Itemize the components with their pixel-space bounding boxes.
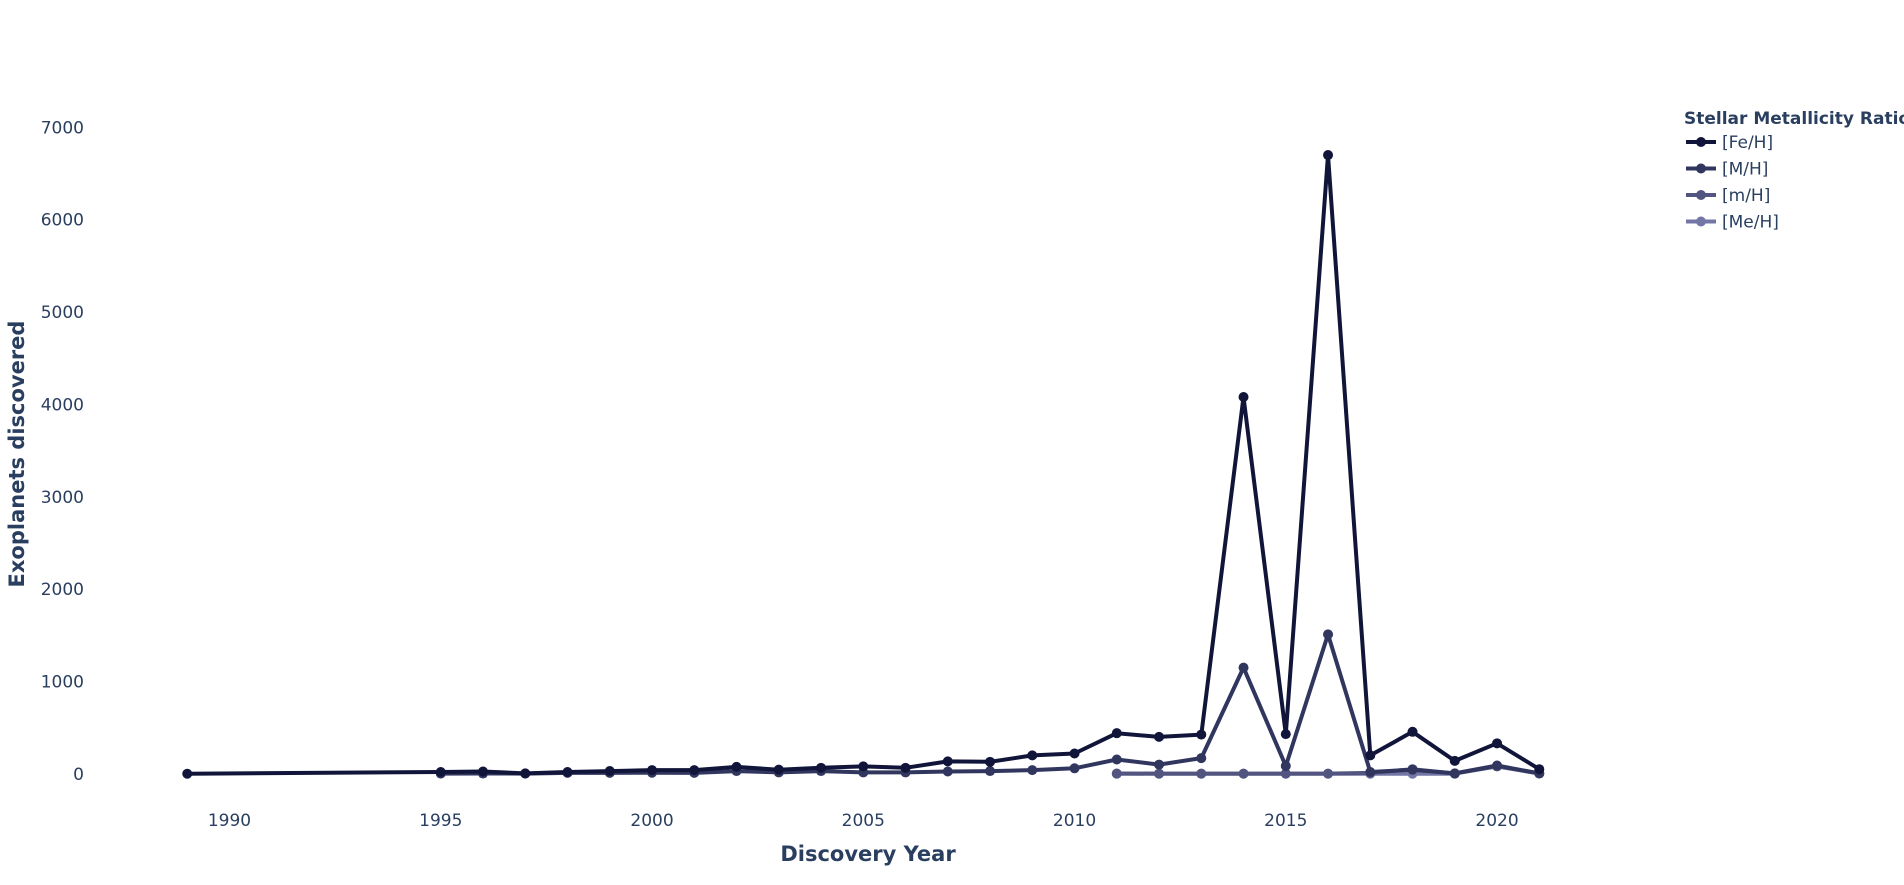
- y-tick-label: 6000: [41, 211, 84, 231]
- legend-item[interactable]: [M/H]: [1686, 160, 1768, 180]
- data-point[interactable]: [1111, 728, 1122, 739]
- data-point[interactable]: [1534, 764, 1545, 775]
- data-point[interactable]: [435, 766, 446, 777]
- data-point[interactable]: [985, 756, 996, 767]
- legend-label: [Me/H]: [1722, 213, 1779, 233]
- data-point[interactable]: [1492, 760, 1503, 771]
- y-tick-label: 2000: [41, 580, 84, 600]
- data-point[interactable]: [773, 764, 784, 775]
- y-axis-title: Exoplanets discovered: [5, 321, 29, 588]
- x-tick-label: 2000: [630, 811, 673, 831]
- legend-item[interactable]: [Fe/H]: [1686, 133, 1773, 153]
- data-point[interactable]: [1238, 768, 1249, 779]
- data-point[interactable]: [1154, 768, 1165, 779]
- data-point[interactable]: [1365, 750, 1376, 761]
- data-point[interactable]: [1238, 662, 1249, 673]
- x-axis-title: Discovery Year: [780, 842, 956, 866]
- legend-label: [Fe/H]: [1722, 133, 1773, 153]
- x-tick-label: 2010: [1053, 811, 1096, 831]
- x-tick-label: 2005: [842, 811, 885, 831]
- x-tick-label: 1990: [208, 811, 251, 831]
- y-tick-label: 4000: [41, 395, 84, 415]
- data-point[interactable]: [1492, 738, 1503, 749]
- data-point[interactable]: [182, 768, 193, 779]
- data-point[interactable]: [1407, 726, 1418, 737]
- y-tick-label: 7000: [41, 118, 84, 138]
- legend-item[interactable]: [m/H]: [1686, 186, 1770, 206]
- data-point[interactable]: [1323, 629, 1334, 640]
- series-0: [182, 150, 1545, 779]
- data-point[interactable]: [900, 762, 911, 773]
- data-point[interactable]: [1365, 766, 1376, 777]
- series-1: [435, 629, 1545, 779]
- data-point[interactable]: [1069, 763, 1080, 774]
- legend-swatch-marker: [1696, 137, 1706, 147]
- data-point[interactable]: [1196, 753, 1207, 764]
- y-axis-ticks: 0 1000 2000 3000 4000 5000 6000 7000: [41, 118, 84, 784]
- legend-title: Stellar Metallicity Ratio: [1684, 109, 1904, 129]
- y-tick-label: 0: [73, 765, 84, 785]
- data-point[interactable]: [1154, 731, 1165, 742]
- y-tick-label: 3000: [41, 488, 84, 508]
- data-point[interactable]: [1027, 750, 1038, 761]
- data-point[interactable]: [1280, 729, 1291, 740]
- data-point[interactable]: [604, 766, 615, 777]
- data-point[interactable]: [1196, 768, 1207, 779]
- legend[interactable]: Stellar Metallicity Ratio [Fe/H] [M/H] [m/…: [1684, 109, 1904, 233]
- data-point[interactable]: [647, 765, 658, 776]
- legend-label: [m/H]: [1722, 186, 1770, 206]
- legend-label: [M/H]: [1722, 160, 1768, 180]
- x-tick-label: 2015: [1264, 811, 1307, 831]
- data-point[interactable]: [1280, 768, 1291, 779]
- data-point[interactable]: [1111, 768, 1122, 779]
- data-point[interactable]: [1407, 764, 1418, 775]
- legend-swatch-marker: [1696, 163, 1706, 174]
- data-point[interactable]: [1111, 754, 1122, 765]
- series-line: [185, 153, 1542, 776]
- data-point[interactable]: [1069, 748, 1080, 759]
- data-point[interactable]: [1027, 765, 1038, 776]
- data-point[interactable]: [1449, 768, 1460, 779]
- legend-swatch-marker: [1696, 190, 1706, 200]
- legend-swatch-marker: [1696, 216, 1706, 227]
- data-point[interactable]: [1154, 759, 1165, 770]
- x-tick-label: 2020: [1475, 811, 1518, 831]
- data-point[interactable]: [858, 761, 869, 772]
- data-point[interactable]: [1449, 755, 1460, 766]
- x-tick-label: 1995: [419, 811, 462, 831]
- data-point[interactable]: [985, 766, 996, 777]
- data-point[interactable]: [1280, 760, 1291, 771]
- data-point[interactable]: [1196, 729, 1207, 740]
- data-point[interactable]: [731, 761, 742, 772]
- data-point[interactable]: [942, 756, 953, 767]
- data-point[interactable]: [520, 768, 531, 779]
- x-axis-ticks: 1990 1995 2000 2005 2010 2015 2020: [208, 811, 1519, 831]
- data-point[interactable]: [1323, 150, 1334, 161]
- plot-area: [182, 150, 1545, 779]
- data-point[interactable]: [1238, 392, 1249, 403]
- legend-item[interactable]: [Me/H]: [1686, 213, 1779, 233]
- data-point[interactable]: [1323, 768, 1334, 779]
- data-point[interactable]: [562, 766, 573, 777]
- data-point[interactable]: [689, 765, 700, 776]
- data-point[interactable]: [816, 762, 827, 773]
- y-tick-label: 5000: [41, 303, 84, 323]
- y-tick-label: 1000: [41, 672, 84, 692]
- data-point[interactable]: [942, 766, 953, 777]
- data-point[interactable]: [478, 766, 489, 777]
